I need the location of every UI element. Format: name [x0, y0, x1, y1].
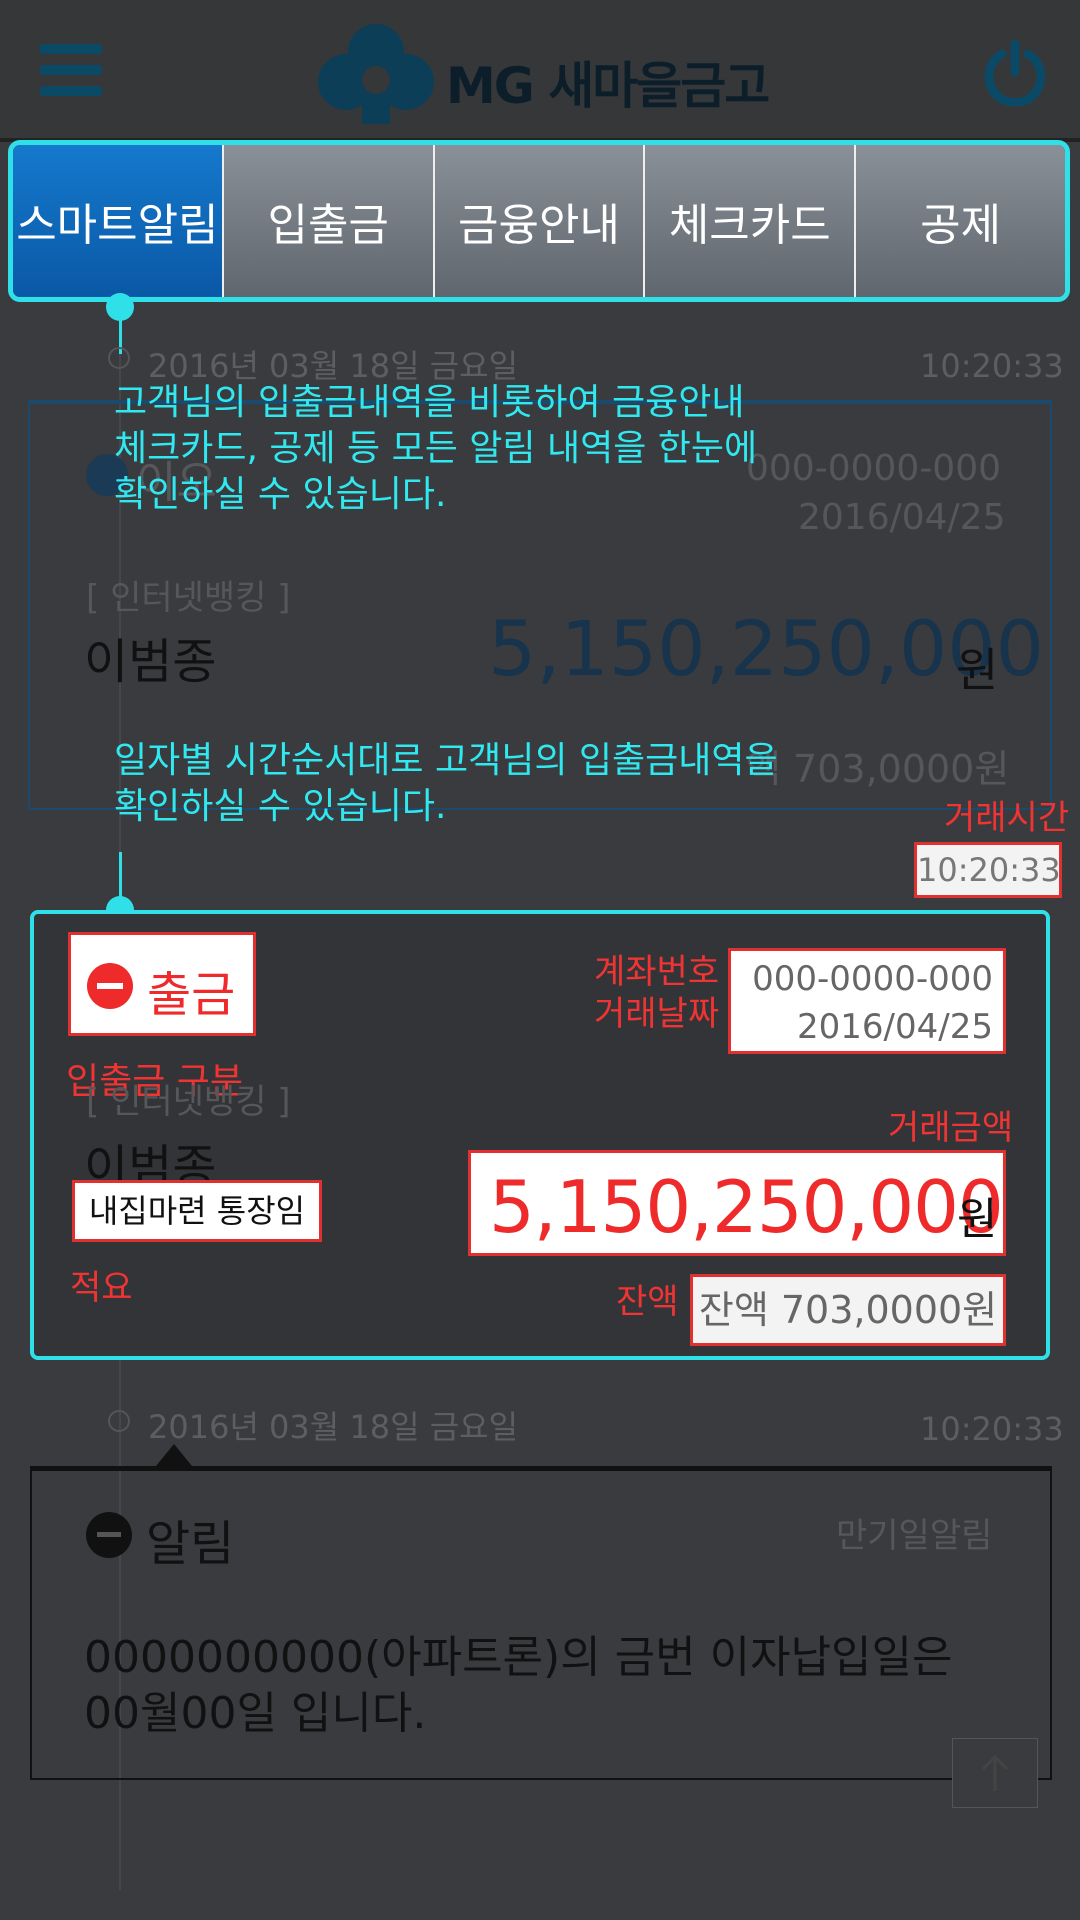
minus-circle-icon [87, 963, 133, 1009]
logo: MG 새마을금고 [316, 20, 776, 124]
logo-text: MG 새마을금고 [446, 57, 770, 115]
main-tabs: 스마트알림 입출금 금융안내 체크카드 공제 [8, 140, 1070, 302]
callout-middle: 일자별 시간순서대로 고객님의 입출금내역을 확인하실 수 있습니다. [114, 740, 778, 827]
arrow-up-icon [981, 1754, 1009, 1791]
channel: [ 인터넷뱅킹 ] [86, 1082, 291, 1122]
tab-deposit-withdrawal[interactable]: 입출금 [221, 145, 433, 297]
withdrawal-badge: 출금 [68, 932, 256, 1036]
currency-unit: 원 [956, 643, 999, 697]
scroll-top-button[interactable] [952, 1738, 1038, 1808]
balance: 잔액 703,0000원 [690, 1274, 1006, 1346]
entry-date: 2016년 03월 18일 금요일 [148, 347, 519, 385]
entry-type: 이오 [136, 457, 217, 508]
transaction-amount: 5,150,250,000 [488, 604, 1045, 693]
deposit-icon [86, 454, 128, 496]
card-pointer [156, 1444, 192, 1466]
amount-label: 거래금액 [888, 1108, 1014, 1148]
alert-category: 만기일알림 [836, 1516, 993, 1556]
currency-unit: 원 [957, 1194, 998, 1245]
type-label: 입출금 구분 [66, 1061, 244, 1102]
alert-message: 0000000000(아파트론)의 금번 이자납입일은 00월00일 입니다. [84, 1632, 953, 1739]
callout-dot [106, 293, 134, 321]
callout-line [119, 852, 122, 908]
alert-type: 알림 [146, 1516, 235, 1572]
memo: 내집마련 통장임 [72, 1180, 322, 1242]
transaction-card-faded[interactable] [28, 400, 1052, 810]
tab-smart-alert[interactable]: 스마트알림 [13, 145, 222, 297]
timeline-node [108, 1410, 130, 1432]
transaction-time: 10:20:33 [914, 842, 1062, 898]
tab-financial-info[interactable]: 금융안내 [432, 145, 644, 297]
tab-insurance[interactable]: 공제 [854, 145, 1065, 297]
entry-date: 2016년 03월 18일 금요일 [148, 1408, 519, 1446]
balance: 액 703,0000원 [746, 747, 1010, 791]
timeline-node [108, 347, 130, 369]
transaction-date: 2016/04/25 [797, 1007, 993, 1047]
tab-check-card[interactable]: 체크카드 [643, 145, 855, 297]
transaction-amount: 5,150,250,000 [489, 1165, 1004, 1249]
time-label: 거래시간 [944, 798, 1070, 838]
account-date-box: 000-0000-000 2016/04/25 [728, 948, 1006, 1054]
account-number: 000-0000-000 [746, 448, 1002, 489]
memo-label: 적요 [70, 1268, 133, 1308]
callout-line [119, 318, 122, 354]
account-number: 000-0000-000 [752, 959, 993, 999]
balance-label: 잔액 [616, 1282, 679, 1322]
customer-name: 이범종 [84, 634, 217, 690]
callout-top: 고객님의 입출금내역을 비롯하여 금융안내 체크카드, 공제 등 모든 알림 내… [114, 382, 758, 515]
account-label: 계좌번호 [594, 952, 720, 992]
amount-box: 5,150,250,000 원 [468, 1150, 1006, 1256]
power-icon[interactable] [982, 40, 1048, 106]
transaction-date: 2016/04/25 [798, 497, 1006, 538]
minus-circle-icon [86, 1512, 132, 1558]
hamburger-menu-icon[interactable] [40, 44, 102, 96]
entry-time: 10:20:33 [920, 1410, 1064, 1448]
transaction-type: 출금 [147, 967, 236, 1023]
channel: [ 인터넷뱅킹 ] [86, 578, 291, 618]
clover-logo-icon [318, 24, 434, 124]
alert-card[interactable] [30, 1466, 1052, 1780]
date-label: 거래날짜 [594, 994, 720, 1034]
entry-time: 10:20:33 [920, 347, 1064, 385]
